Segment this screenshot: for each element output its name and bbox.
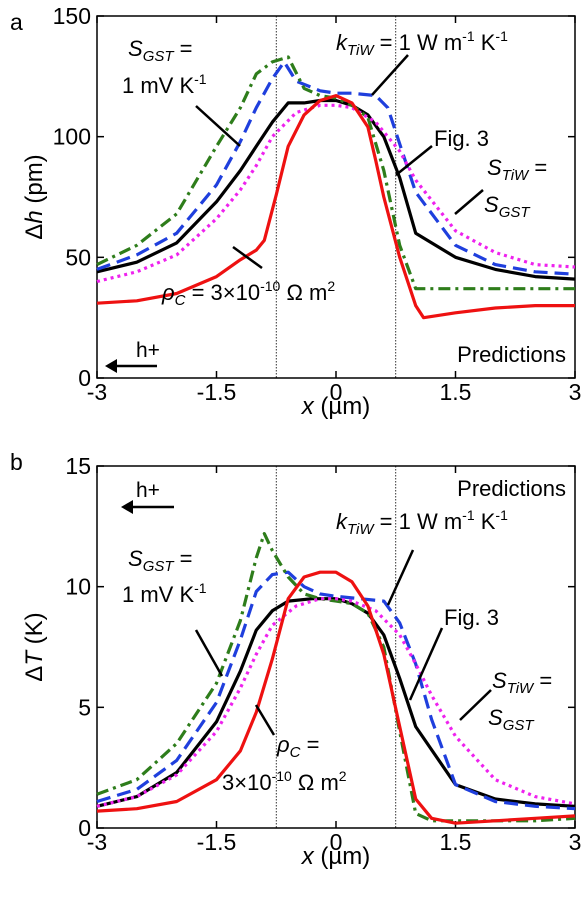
series-group-a bbox=[96, 55, 576, 320]
hole-arrow-a: h+ bbox=[105, 339, 160, 373]
x-tick-label: -3 bbox=[87, 829, 107, 855]
leader-ktiw-a bbox=[371, 54, 409, 96]
x-tick-label: 3 bbox=[569, 829, 582, 855]
x-tick-label: -1.5 bbox=[197, 379, 237, 405]
annot-sgst-b-line2: 1 mV K-1 bbox=[122, 580, 207, 607]
annot-fig3-b: Fig. 3 bbox=[444, 605, 499, 630]
x-ticks-a: -3 -1.5 0 1.5 3 bbox=[87, 16, 582, 405]
leader-lines-a bbox=[195, 54, 484, 270]
leader-stiw-b bbox=[459, 689, 492, 721]
predictions-label-b: Predictions bbox=[457, 476, 566, 501]
hole-arrow-head-a bbox=[105, 359, 117, 373]
annot-rhoc-b-line2: 3×10-10 Ω m2 bbox=[222, 768, 347, 795]
leader-ktiw-b bbox=[386, 549, 415, 606]
annot-fig3-a: Fig. 3 bbox=[434, 126, 489, 151]
annot-rhoc-b: ρC = bbox=[276, 732, 319, 761]
x-axis-label-b: x (µm) bbox=[301, 843, 370, 870]
series-line-fig3 bbox=[96, 98, 576, 281]
y-axis-label-a: Δh (pm) bbox=[21, 154, 48, 239]
x-tick-label: -3 bbox=[87, 379, 107, 405]
x-tick-label: -1.5 bbox=[197, 829, 237, 855]
y-tick-label: 150 bbox=[53, 3, 91, 29]
annot-rhoc-a: ρC = 3×10-10 Ω m2 bbox=[161, 278, 335, 309]
x-tick-label: 1.5 bbox=[440, 829, 472, 855]
leader-sgst-a bbox=[195, 105, 241, 147]
y-tick-label: 50 bbox=[65, 244, 91, 270]
annot-sgst-b: SGST = bbox=[128, 546, 193, 575]
panel-b: b 0 5 10 15 -3 -1.5 0 1.5 3 ΔT (K) x (µm) Predi… bbox=[10, 449, 581, 870]
x-axis-label-a: x (µm) bbox=[301, 393, 370, 420]
hole-arrow-label-b: h+ bbox=[136, 479, 160, 502]
hole-arrow-label-a: h+ bbox=[136, 339, 160, 362]
annot-ktiw-a: kTiW = 1 W m-1 K-1 bbox=[336, 28, 508, 59]
annot-stiw-a: STiW = bbox=[487, 155, 547, 184]
y-axis-label-b: ΔT (K) bbox=[21, 612, 48, 681]
y-tick-label: 0 bbox=[78, 365, 91, 391]
y-tick-label: 0 bbox=[78, 815, 91, 841]
leader-rhoc-b bbox=[254, 704, 276, 736]
panel-label-b: b bbox=[10, 449, 23, 475]
y-ticks-b: 0 5 10 15 bbox=[65, 453, 575, 841]
leader-sgst-b bbox=[194, 629, 224, 677]
hole-arrow-b: h+ bbox=[121, 479, 174, 514]
annot-stiw-a-line2: SGST bbox=[484, 192, 531, 221]
series-line-ktiw bbox=[96, 60, 576, 276]
leader-fig3-b bbox=[408, 627, 444, 701]
series-line-stiw bbox=[96, 103, 576, 284]
x-tick-label: 0 bbox=[330, 829, 343, 855]
leader-rhoc-a bbox=[232, 245, 263, 270]
x-tick-label: 0 bbox=[330, 379, 343, 405]
hole-arrow-head-b bbox=[121, 500, 133, 514]
series-line-stiw bbox=[96, 597, 576, 808]
x-tick-label: 3 bbox=[569, 379, 582, 405]
panel-a: a 0 50 100 150 -3 -1.5 0 1.5 3 Δh (pm) x (µm) S… bbox=[10, 3, 581, 420]
predictions-label-a: Predictions bbox=[457, 342, 566, 367]
leader-fig3-a bbox=[395, 145, 433, 176]
series-line-rhoc bbox=[96, 570, 576, 825]
y-tick-label: 15 bbox=[65, 453, 91, 479]
x-tick-label: 1.5 bbox=[440, 379, 472, 405]
annot-stiw-b: STiW = bbox=[492, 668, 552, 697]
leader-stiw-a bbox=[454, 189, 484, 215]
annot-sgst-a-line2: 1 mV K-1 bbox=[122, 71, 207, 98]
series-line-ktiw bbox=[96, 570, 576, 811]
annot-sgst-a: SGST = bbox=[128, 36, 193, 65]
x-ticks-b: -3 -1.5 0 1.5 3 bbox=[87, 466, 582, 855]
series-line-rhoc bbox=[96, 93, 575, 320]
series-group-b bbox=[96, 531, 576, 825]
annot-ktiw-b: kTiW = 1 W m-1 K-1 bbox=[336, 507, 508, 538]
y-tick-label: 5 bbox=[78, 694, 91, 720]
annot-stiw-b-line2: SGST bbox=[488, 705, 535, 734]
y-tick-label: 100 bbox=[53, 124, 91, 150]
y-ticks-a: 0 50 100 150 bbox=[53, 3, 575, 391]
y-tick-label: 10 bbox=[65, 574, 91, 600]
panel-label-a: a bbox=[10, 9, 23, 35]
plot-frame-a bbox=[96, 15, 576, 379]
leader-lines-b bbox=[194, 549, 492, 736]
